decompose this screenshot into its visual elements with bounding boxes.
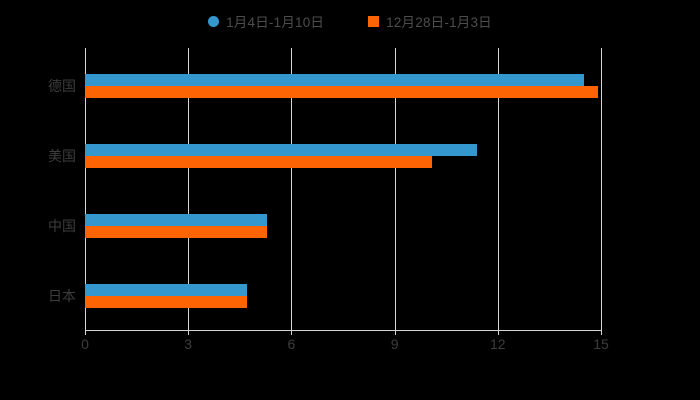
legend-marker-square-icon <box>368 15 380 27</box>
x-axis-tick-label: 15 <box>593 336 609 352</box>
category-label: 日本 <box>48 288 76 304</box>
gridline <box>85 48 86 330</box>
x-axis-tick-mark <box>497 330 499 335</box>
y-axis-labels: 德国 美国 中国 日本 <box>0 0 76 400</box>
x-axis-tick-mark <box>188 330 190 335</box>
x-axis-tick-label: 12 <box>490 336 506 352</box>
gridline <box>291 48 293 330</box>
gridline <box>497 48 499 330</box>
x-axis-tick-label: 9 <box>390 336 399 352</box>
category-label: 德国 <box>48 78 76 94</box>
gridline <box>394 48 396 330</box>
chart-legend: 1月4日-1月10日 12月28日-1月3日 <box>0 8 700 34</box>
x-axis-tick-label: 3 <box>184 336 193 352</box>
x-axis-tick-label: 0 <box>81 336 89 352</box>
x-axis-tick-mark <box>85 330 86 335</box>
bar-中国-series-1[interactable] <box>85 214 268 226</box>
category-label: 美国 <box>48 148 76 164</box>
legend-marker-circle-icon <box>208 15 220 27</box>
x-axis-tick-mark <box>291 330 293 335</box>
gridline <box>188 48 190 330</box>
x-axis-tick-mark <box>394 330 396 335</box>
bar-美国-series-1[interactable] <box>85 144 478 156</box>
bar-美国-series-2[interactable] <box>85 156 433 168</box>
legend-item-series-2[interactable]: 12月28日-1月3日 <box>368 11 492 31</box>
bar-日本-series-2[interactable] <box>85 296 247 308</box>
bar-中国-series-2[interactable] <box>85 226 268 238</box>
x-axis-tick-mark <box>601 330 602 335</box>
bar-日本-series-1[interactable] <box>85 284 247 296</box>
bar-德国-series-2[interactable] <box>85 86 598 98</box>
legend-label-series-1: 1月4日-1月10日 <box>226 15 325 30</box>
x-axis-line <box>85 330 602 331</box>
bar-德国-series-1[interactable] <box>85 74 584 86</box>
legend-item-series-1[interactable]: 1月4日-1月10日 <box>208 11 324 31</box>
legend-label-series-2: 12月28日-1月3日 <box>386 15 492 30</box>
plot-area <box>85 48 602 330</box>
x-axis-tick-label: 6 <box>287 336 296 352</box>
gridline <box>601 48 602 330</box>
category-label: 中国 <box>48 218 76 234</box>
